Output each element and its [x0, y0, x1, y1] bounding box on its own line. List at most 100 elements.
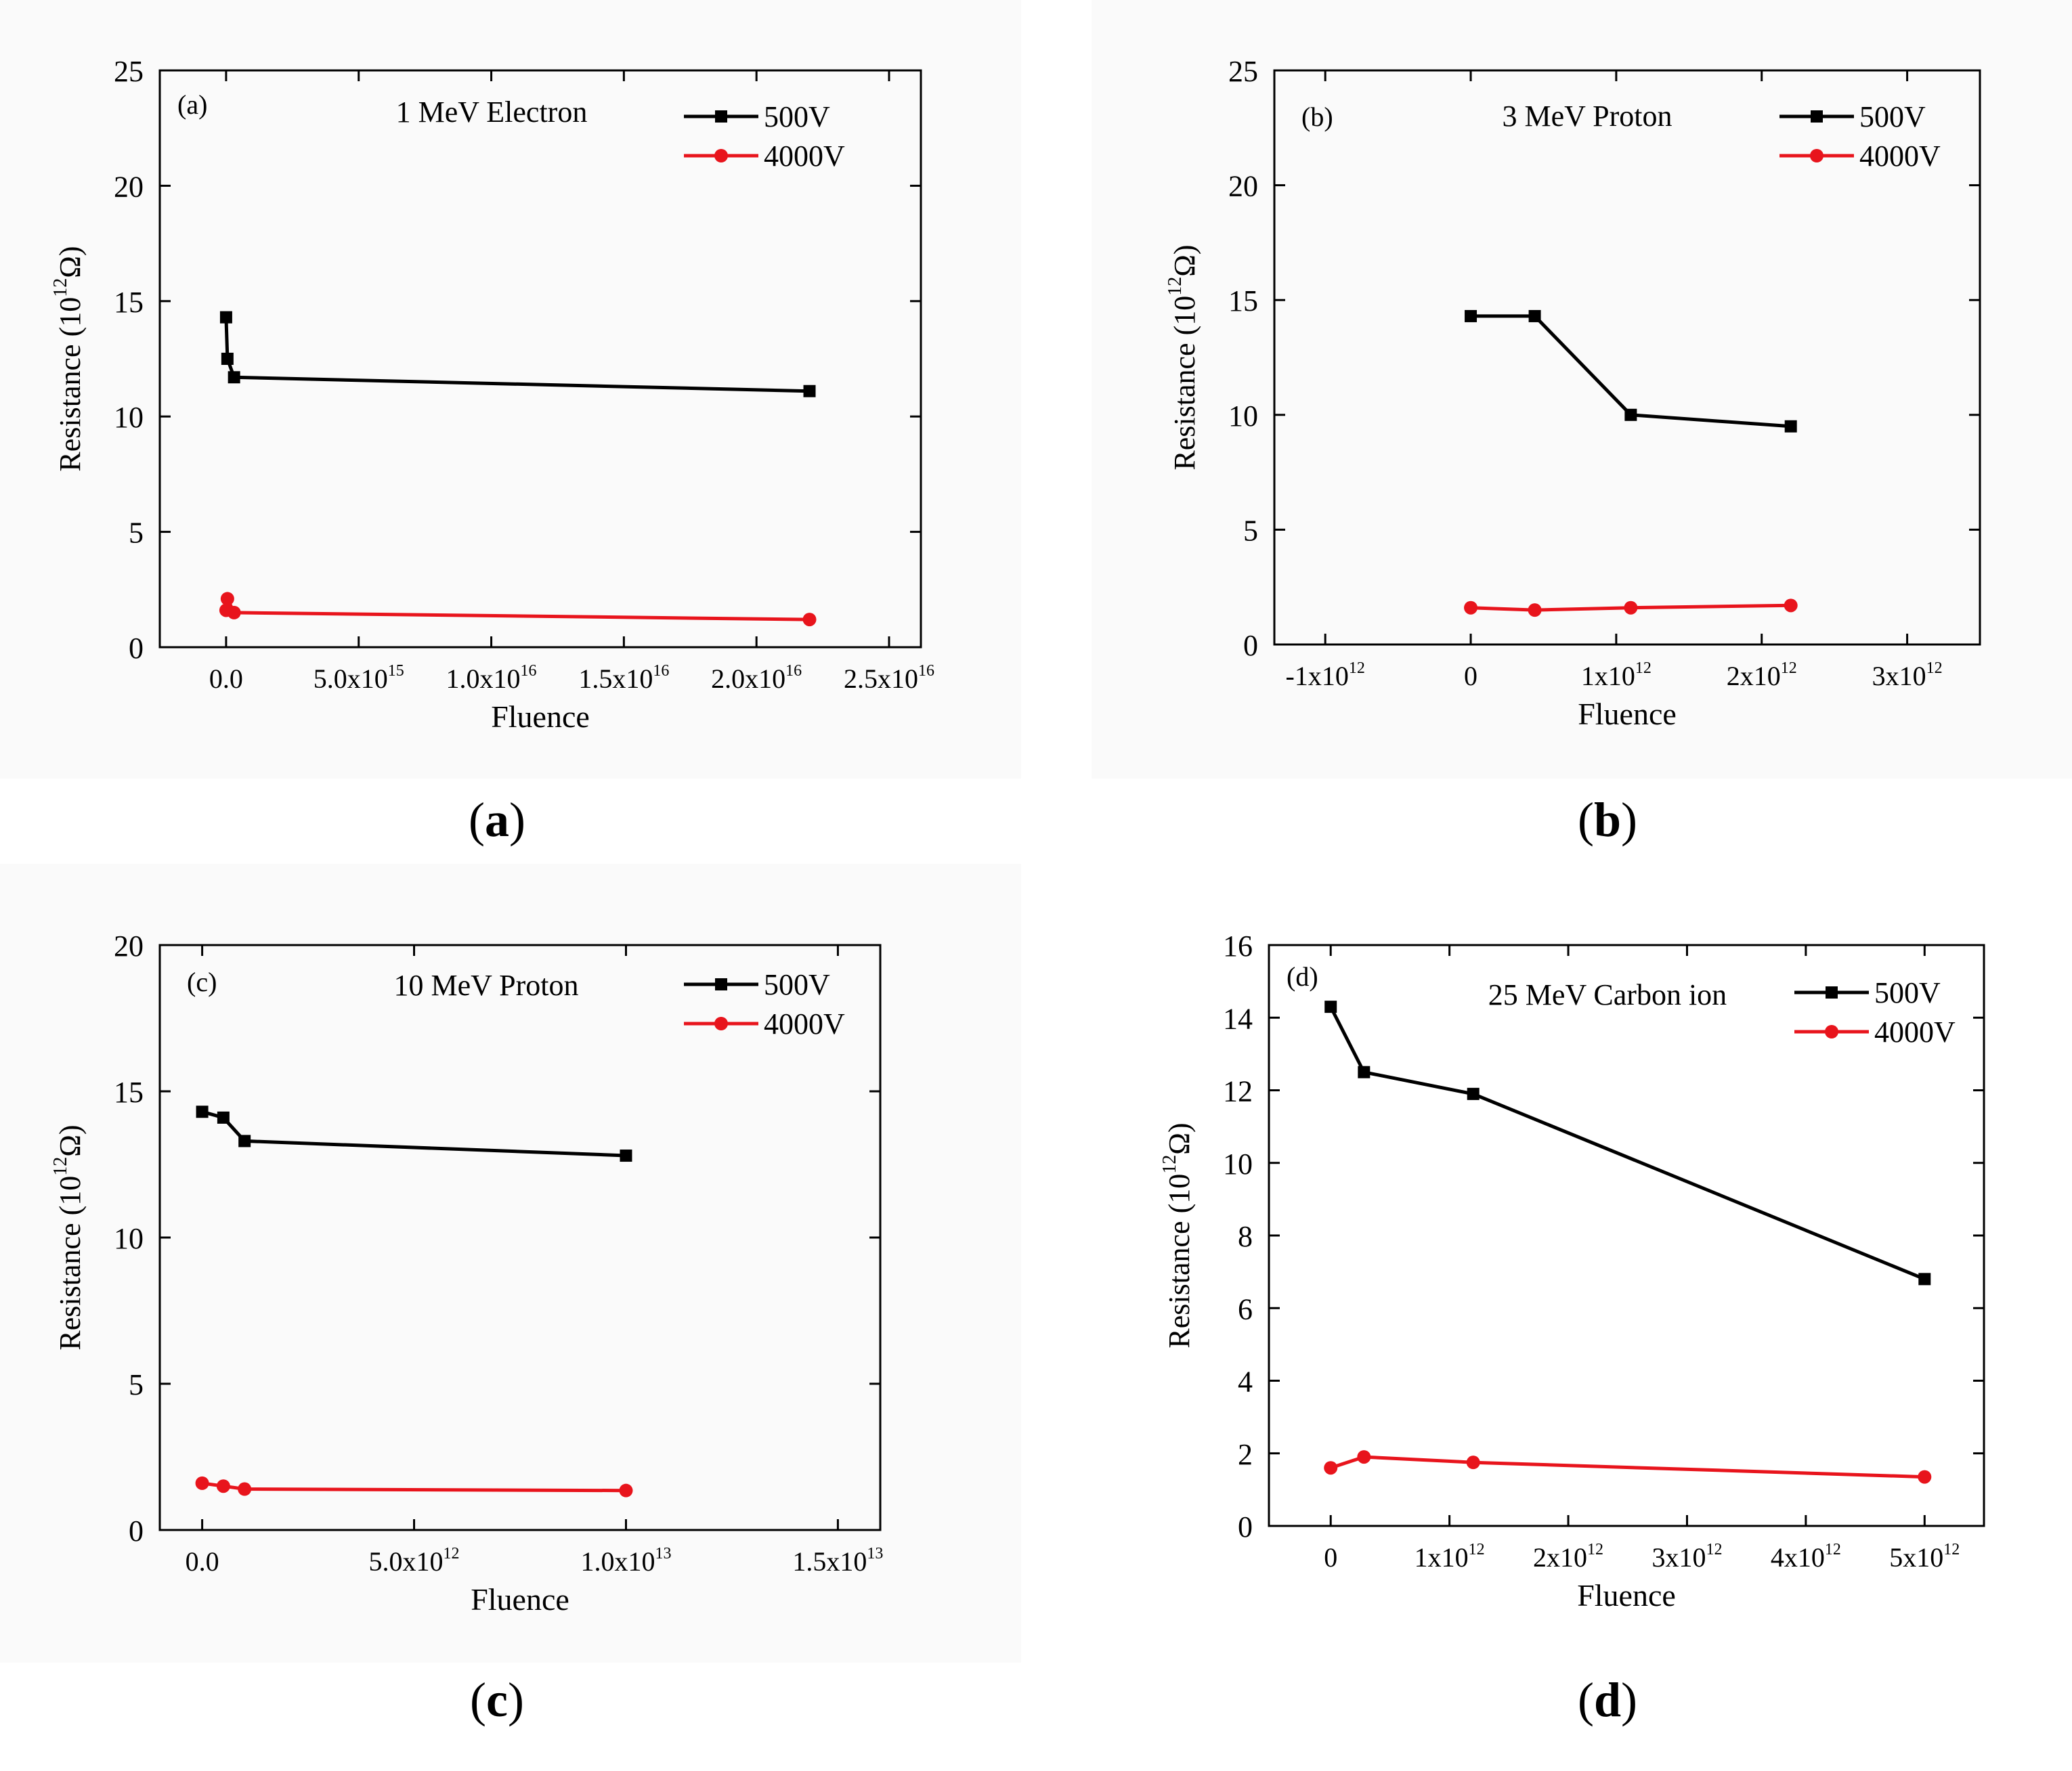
x-tick-label: 3x1012 [1872, 659, 1943, 691]
panel-b-background [1092, 0, 2072, 779]
plot-frame [1273, 69, 1981, 646]
data-point-500V [217, 1111, 230, 1124]
chart-panel-a: 0 5 10 15 20 25 0.0 5.0x1015 1.0x1016 1.5x1016 2.0… [50, 55, 934, 734]
x-tick-label: 0 [1464, 661, 1477, 691]
y-tick-label: 10 [114, 401, 144, 434]
legend-marker-500V [1811, 110, 1823, 123]
chart-title: 3 MeV Proton [1503, 100, 1672, 133]
caption-a: (a) [469, 793, 525, 847]
legend-label-500V: 500V [1859, 100, 1926, 133]
data-point-500V [1918, 1273, 1931, 1286]
y-axis-label-group: Resistance (1012Ω) [1159, 1122, 1196, 1348]
y-axis-label: Resistance (1012Ω) [50, 246, 87, 471]
data-point-4000V [216, 1479, 230, 1493]
legend-label-4000V: 4000V [764, 139, 845, 173]
data-point-4000V [227, 605, 241, 619]
x-tick-label: 4x1012 [1771, 1541, 1841, 1573]
y-tick-label: 6 [1238, 1292, 1253, 1326]
legend-marker-500V [1826, 986, 1838, 999]
y-tick-label: 15 [114, 286, 144, 319]
caption-b: (b) [1577, 793, 1637, 847]
data-point-4000V [1464, 600, 1478, 615]
y-tick-label: 16 [1223, 930, 1253, 963]
y-tick-label: 14 [1223, 1002, 1253, 1035]
legend-label-4000V: 4000V [1874, 1015, 1956, 1049]
x-tick-label: 5.0x1012 [369, 1545, 460, 1577]
data-point-4000V [220, 592, 234, 606]
y-tick-label: 10 [1228, 399, 1258, 433]
x-tick-label: -1x1012 [1286, 659, 1365, 691]
y-axis-label-group: Resistance (1012Ω) [50, 246, 87, 471]
legend-marker-4000V [714, 149, 728, 162]
chart-panel-c: 0 5 10 15 20 0.0 5.0x1012 1.0x1013 1.5x1013 Fluen… [50, 930, 883, 1617]
caption-c: (c) [470, 1673, 524, 1727]
y-tick-label: 2 [1238, 1438, 1253, 1471]
data-point-4000V [195, 1476, 209, 1490]
data-point-500V [620, 1150, 632, 1162]
data-point-4000V [1784, 598, 1798, 613]
y-tick-label: 0 [129, 632, 144, 665]
data-point-4000V [802, 613, 817, 627]
x-tick-label: 1.0x1013 [580, 1545, 671, 1577]
y-tick-label: 15 [1228, 284, 1258, 318]
x-tick-label: 2.5x1016 [844, 662, 934, 694]
data-point-4000V [1357, 1450, 1371, 1464]
y-tick-label: 25 [1228, 55, 1258, 88]
data-point-4000V [619, 1483, 633, 1497]
x-tick-label: 1.5x1016 [578, 662, 669, 694]
y-axis-label-group: Resistance (1012Ω) [50, 1124, 87, 1350]
data-point-500V [1324, 1001, 1337, 1013]
data-point-4000V [1528, 603, 1542, 617]
panel-label: (a) [177, 89, 207, 120]
x-axis-label: Fluence [1578, 697, 1677, 731]
series-line-4000V [224, 592, 810, 621]
y-tick-label: 20 [1228, 170, 1258, 203]
legend-marker-4000V [714, 1017, 728, 1030]
data-point-500V [228, 371, 240, 384]
panel-label: (c) [187, 967, 217, 997]
chart-title: 10 MeV Proton [394, 969, 579, 1002]
data-point-500V [196, 1106, 209, 1118]
x-tick-label: 0 [1324, 1542, 1337, 1573]
y-axis-label-group: Resistance (1012Ω) [1165, 244, 1201, 470]
y-tick-label: 25 [114, 55, 144, 88]
y-tick-label: 10 [114, 1222, 144, 1255]
data-point-4000V [1624, 600, 1638, 615]
data-point-4000V [238, 1482, 252, 1496]
y-tick-label: 20 [114, 170, 144, 203]
data-point-500V [1624, 408, 1637, 421]
x-tick-label: 0.0 [209, 663, 243, 694]
y-tick-label: 5 [129, 517, 144, 550]
x-axis-label: Fluence [491, 699, 590, 734]
chart-panel-b: 0 5 10 15 20 25 -1x1012 0 1x1012 2x1012 3x1012 Flue… [1165, 55, 1981, 731]
x-axis-label: Fluence [471, 1582, 569, 1617]
y-tick-label: 10 [1223, 1147, 1253, 1181]
x-tick-label: 0.0 [186, 1546, 219, 1577]
data-point-500V [1358, 1066, 1370, 1078]
chart-title: 1 MeV Electron [396, 95, 588, 129]
data-point-500V [219, 311, 232, 324]
x-tick-label: 2x1012 [1727, 659, 1797, 691]
x-tick-label: 1.0x1016 [446, 662, 537, 694]
y-tick-label: 0 [1238, 1510, 1253, 1544]
data-point-500V [221, 353, 234, 365]
y-tick-label: 15 [114, 1076, 144, 1109]
y-tick-label: 5 [129, 1368, 144, 1401]
legend-marker-500V [715, 110, 727, 123]
data-point-4000V [1324, 1461, 1338, 1475]
x-tick-label: 2.0x1016 [711, 662, 802, 694]
x-tick-label: 5.0x1015 [314, 662, 404, 694]
x-axis-label: Fluence [1577, 1578, 1676, 1613]
legend-label-4000V: 4000V [764, 1007, 845, 1041]
x-tick-label: 1x1012 [1581, 659, 1652, 691]
panel-label: (d) [1287, 961, 1318, 992]
series-line-500V [1471, 314, 1791, 429]
x-tick-label: 3x1012 [1652, 1541, 1722, 1573]
y-tick-label: 0 [129, 1514, 144, 1548]
legend-label-500V: 500V [764, 968, 830, 1001]
y-axis-label: Resistance (1012Ω) [1159, 1122, 1196, 1348]
data-point-500V [803, 385, 816, 397]
data-point-500V [1784, 420, 1797, 433]
